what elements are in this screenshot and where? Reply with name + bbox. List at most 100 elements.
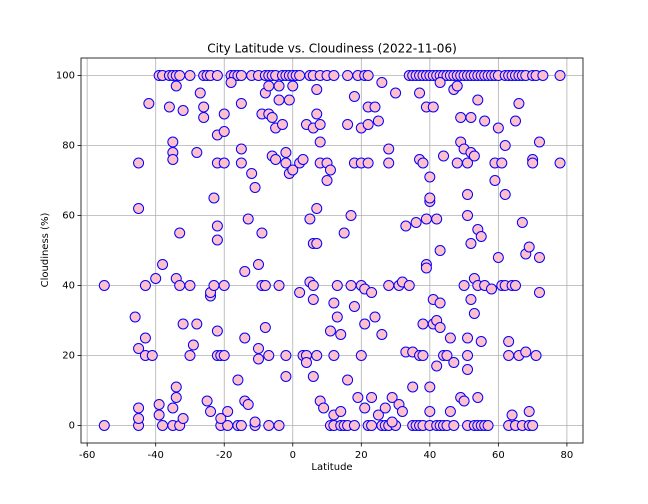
x-tick-label: 0 [290,450,296,461]
point [348,91,360,102]
point [400,220,412,232]
y-tick-label: 80 [62,141,75,152]
point [516,217,528,228]
point [390,87,402,99]
point [383,280,395,291]
point [462,364,474,375]
point [259,280,271,291]
point [174,70,186,81]
point [191,318,203,330]
point [235,157,247,169]
point [273,94,285,106]
point [98,280,110,291]
point [530,350,542,361]
point [324,325,336,337]
point [242,213,254,225]
point [424,192,436,204]
point [441,350,453,361]
point [366,287,378,298]
point [434,322,446,333]
point [458,395,470,407]
point [458,280,470,291]
y-tick-label: 40 [62,281,75,292]
point [362,119,374,130]
point [280,147,292,158]
point [509,280,521,291]
point [369,101,381,113]
point [280,371,292,382]
point [273,80,285,92]
point [465,238,477,249]
point [208,280,220,291]
y-axis-label: Cloudiness (%) [40,213,51,288]
point [184,70,196,81]
point [359,402,371,414]
point [252,353,264,365]
point [414,87,426,99]
point [335,406,347,417]
point [174,280,186,291]
point [359,318,371,330]
point [376,329,388,340]
point [462,350,474,361]
point [311,203,323,214]
point [273,280,285,291]
point [311,108,323,120]
x-tick-label: 20 [355,450,368,461]
point [410,217,422,228]
point [249,416,261,428]
point [170,381,182,393]
point [424,171,436,183]
point [150,273,162,284]
point [533,252,545,263]
point [331,311,343,323]
point [554,70,566,81]
point [157,259,169,270]
point [345,210,357,221]
point [187,339,199,351]
point [235,70,247,81]
point [256,227,268,239]
point [211,220,223,232]
point [352,392,364,403]
point [270,154,282,165]
x-tick-label: -20 [216,450,232,461]
point [211,325,223,337]
point [252,343,264,354]
point [335,329,347,340]
point [239,332,251,344]
point [139,280,151,291]
point [133,157,145,169]
point [300,357,312,368]
point [462,189,474,200]
point [472,94,484,106]
point [434,245,446,256]
point [211,234,223,246]
point [489,175,501,186]
point [492,252,504,263]
point [280,350,292,361]
point [431,360,443,372]
point [366,420,378,431]
point [424,406,436,417]
point [191,147,203,158]
point [362,70,374,81]
point [174,227,186,239]
point [314,136,326,148]
point [554,157,566,169]
point [198,112,210,123]
point [479,115,491,127]
point [503,336,515,347]
point [198,101,210,113]
point [287,164,299,176]
point [417,157,429,169]
point [218,280,230,291]
point [379,402,391,414]
point [338,227,350,239]
point [451,157,463,169]
point [249,182,261,193]
point [235,98,247,109]
x-tick-label: 60 [492,450,505,461]
point [342,119,354,130]
point [218,350,230,361]
